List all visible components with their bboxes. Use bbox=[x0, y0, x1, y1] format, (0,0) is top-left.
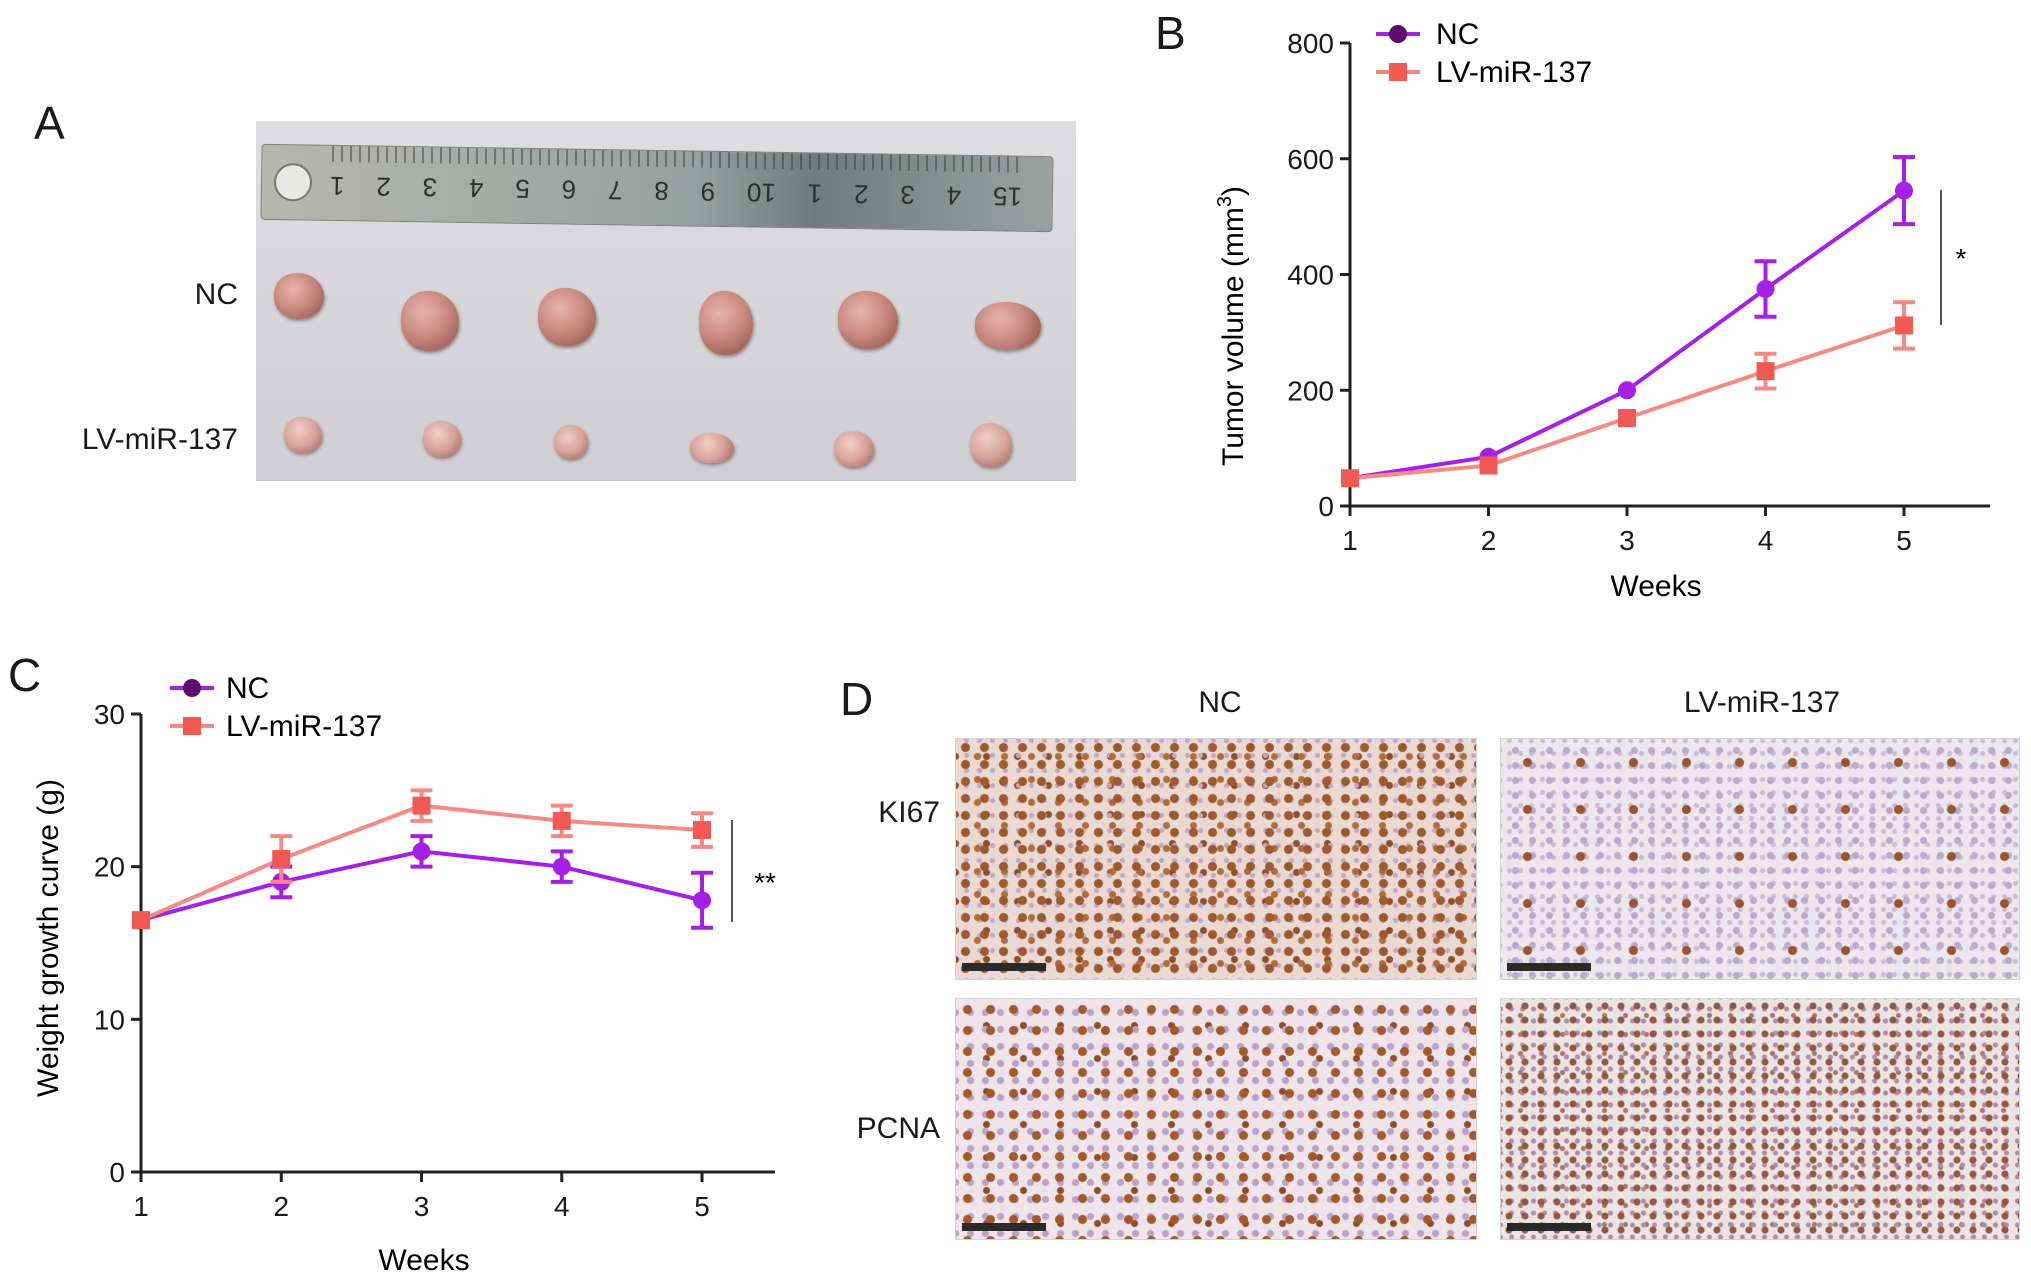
chart-b-point-lv bbox=[1479, 456, 1498, 475]
chart-c-axes: 0 10 20 30 1 2 3 4 5 bbox=[94, 699, 775, 1222]
chart-b: 0 200 400 600 800 1 2 3 4 5 Weeks Tumor volume (m… bbox=[1214, 18, 1990, 603]
chart-b-point-lv bbox=[1895, 316, 1913, 335]
chart-c-x-tick-label: 4 bbox=[554, 1191, 570, 1222]
chart-b-legend: NC LV-miR-137 bbox=[1376, 18, 1592, 89]
chart-c-point-lv bbox=[412, 796, 431, 815]
chart-c-point-lv bbox=[552, 811, 571, 830]
chart-c: 0 10 20 30 1 2 3 4 5 Weeks Weight growth curve (… bbox=[32, 672, 776, 1277]
panel-a-letter: A bbox=[34, 97, 65, 149]
chart-c-y-tick-label: 30 bbox=[94, 699, 125, 730]
chart-b-point-lv bbox=[1756, 362, 1775, 381]
nc-tumor bbox=[274, 273, 324, 319]
chart-c-x-tick-label: 1 bbox=[133, 1191, 149, 1222]
lv-tumor bbox=[690, 433, 734, 463]
chart-b-point-nc bbox=[1895, 181, 1913, 200]
chart-b-y-tick-label: 600 bbox=[1287, 144, 1334, 175]
ihc-image-lv-ki67 bbox=[1500, 738, 2020, 980]
chart-c-point-nc bbox=[693, 891, 711, 910]
lv-tumor bbox=[554, 425, 588, 459]
legend-label-lv: LV-miR-137 bbox=[1436, 56, 1592, 89]
panel-a-row-label-nc: NC bbox=[194, 278, 238, 311]
lv-tumor bbox=[423, 421, 461, 457]
ihc-image-nc-pcna bbox=[955, 998, 1477, 1240]
panel-a-row-label-lv: LV-miR-137 bbox=[81, 423, 238, 456]
chart-b-x-tick-label: 2 bbox=[1481, 525, 1497, 556]
legend-label-lv: LV-miR-137 bbox=[226, 710, 382, 743]
chart-b-y-tick-label: 0 bbox=[1318, 491, 1334, 522]
panel-b-letter: B bbox=[1155, 7, 1186, 59]
panel-c-letter: C bbox=[8, 649, 42, 701]
panel-d-row-label-pcna: PCNA bbox=[856, 1112, 940, 1145]
chart-b-y-tick-label: 400 bbox=[1287, 260, 1334, 291]
chart-b-point-nc bbox=[1618, 381, 1636, 400]
lv-tumor bbox=[834, 431, 874, 467]
scale-bar bbox=[962, 963, 1046, 971]
chart-b-x-tick-label: 4 bbox=[1758, 525, 1774, 556]
legend-marker-nc bbox=[183, 679, 201, 697]
chart-c-legend: NC LV-miR-137 bbox=[170, 672, 382, 743]
legend-label-nc: NC bbox=[1436, 18, 1479, 51]
legend-label-nc: NC bbox=[226, 672, 269, 705]
chart-b-y-tick-label: 800 bbox=[1287, 28, 1334, 59]
legend-marker-nc bbox=[1389, 25, 1407, 43]
chart-b-y-tick-label: 200 bbox=[1287, 375, 1334, 406]
chart-c-marks bbox=[132, 788, 713, 930]
chart-b-ylabel-tail: ) bbox=[1217, 186, 1250, 196]
chart-b-series-line-nc bbox=[1349, 188, 1906, 481]
ihc-image-nc-ki67 bbox=[955, 738, 1477, 980]
chart-b-x-tick-label: 5 bbox=[1896, 525, 1912, 556]
panel-d-col-label-nc: NC bbox=[1198, 686, 1242, 719]
chart-c-xlabel: Weeks bbox=[378, 1244, 469, 1277]
nc-tumor bbox=[838, 291, 898, 349]
chart-b-point-nc bbox=[1756, 279, 1775, 298]
scale-bar bbox=[962, 1223, 1046, 1231]
chart-c-ylabel: Weight growth curve (g) bbox=[32, 779, 65, 1097]
chart-b-x-tick-label: 1 bbox=[1342, 525, 1358, 556]
chart-c-x-tick-label: 5 bbox=[694, 1191, 710, 1222]
chart-b-xlabel: Weeks bbox=[1610, 570, 1701, 603]
chart-c-point-lv bbox=[693, 821, 711, 840]
chart-c-point-lv bbox=[132, 911, 150, 930]
chart-c-point-lv bbox=[272, 850, 291, 869]
chart-c-y-tick-label: 0 bbox=[109, 1157, 125, 1188]
lv-tumor bbox=[970, 423, 1012, 467]
ihc-image-lv-pcna bbox=[1500, 998, 2020, 1240]
chart-b-significance: * bbox=[1956, 243, 1967, 274]
chart-b-axes: 0 200 400 600 800 1 2 3 4 5 bbox=[1287, 28, 1990, 556]
nc-tumor bbox=[538, 288, 596, 346]
chart-b-ylabel-main: Tumor volume (mm bbox=[1217, 207, 1250, 466]
chart-c-significance: ** bbox=[754, 867, 776, 898]
chart-c-point-nc bbox=[412, 842, 431, 861]
chart-c-x-tick-label: 2 bbox=[273, 1191, 289, 1222]
chart-b-ylabel-sup: 3 bbox=[1214, 196, 1236, 207]
chart-b-point-lv bbox=[1618, 409, 1636, 428]
scale-bar bbox=[1507, 1223, 1591, 1231]
legend-marker-lv bbox=[183, 717, 201, 735]
legend-marker-lv bbox=[1389, 63, 1407, 81]
chart-c-x-tick-label: 3 bbox=[414, 1191, 430, 1222]
chart-b-x-tick-label: 3 bbox=[1619, 525, 1635, 556]
chart-b-series-line-lv bbox=[1349, 323, 1905, 481]
chart-b-ylabel: Tumor volume (mm3) bbox=[1214, 186, 1250, 466]
chart-b-point-lv bbox=[1341, 469, 1359, 488]
panel-d-row-label-ki67: KI67 bbox=[878, 796, 940, 829]
panel-d-col-label-lv: LV-miR-137 bbox=[1683, 686, 1841, 719]
tumor-photograph: 15 4 3 2 1 10 9 8 7 6 5 4 3 2 1 bbox=[256, 121, 1076, 481]
scale-bar bbox=[1507, 963, 1591, 971]
chart-c-y-tick-label: 20 bbox=[94, 852, 125, 883]
nc-tumor bbox=[699, 291, 753, 355]
lv-tumor bbox=[284, 417, 322, 453]
chart-c-y-tick-label: 10 bbox=[94, 1004, 125, 1035]
chart-b-marks bbox=[1341, 155, 1915, 488]
nc-tumor bbox=[975, 302, 1041, 350]
nc-tumor bbox=[401, 291, 459, 351]
panel-d-letter: D bbox=[840, 673, 874, 725]
chart-c-point-nc bbox=[552, 857, 571, 876]
